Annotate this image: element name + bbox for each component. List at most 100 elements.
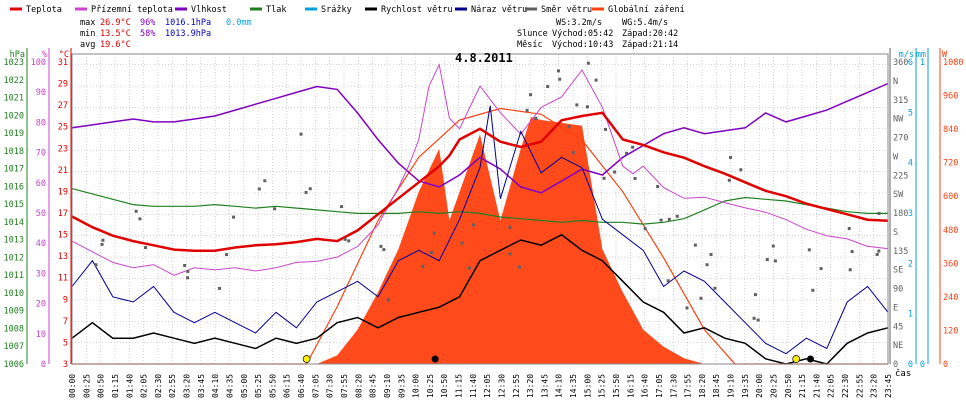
wind-direction-point xyxy=(585,105,589,109)
rain-axis-tick: 0 xyxy=(920,360,925,370)
wind-direction-point xyxy=(134,209,138,213)
x-tick-label: 12:30 xyxy=(497,374,506,398)
wind-direction-point xyxy=(382,248,386,252)
x-tick-label: 20:50 xyxy=(784,374,793,398)
temperature-axis-unit: °C xyxy=(59,50,69,60)
x-tick-label: 05:50 xyxy=(268,374,277,398)
wind-direction-point xyxy=(186,276,190,280)
x-tick-label: 01:15 xyxy=(111,374,120,398)
pressure-axis-tick: 1015 xyxy=(4,200,24,210)
direction-axis-tick: 0 xyxy=(893,360,898,370)
wind-axis-tick: 4 xyxy=(908,159,913,169)
pressure-axis-tick: 1022 xyxy=(4,76,24,86)
wind-gust-stat: WG:5.4m/s xyxy=(622,18,668,28)
pressure-axis-tick: 1007 xyxy=(4,342,24,352)
x-tick-label: 23:45 xyxy=(884,374,893,398)
wind-direction-point xyxy=(705,263,709,267)
legend-label: Srážky xyxy=(321,5,352,15)
temperature-axis-tick: 31 xyxy=(58,58,68,68)
wind-direction-point xyxy=(472,223,476,227)
wind-direction-point xyxy=(508,252,512,256)
temperature-line xyxy=(71,111,889,252)
wind-direction-point xyxy=(225,253,229,257)
x-tick-label: 11:15 xyxy=(455,374,464,398)
direction-axis-tick: 180 xyxy=(893,209,908,219)
wind-direction-point xyxy=(666,279,670,283)
wind-direction-point xyxy=(299,132,303,136)
humidity-axis-tick: 40 xyxy=(36,239,46,249)
stat-min-temp: 13.5°C xyxy=(100,29,131,39)
x-tick-label: 20:00 xyxy=(755,374,764,398)
wind-direction-point xyxy=(517,265,521,269)
x-tick-label: 02:30 xyxy=(154,374,163,398)
wind-direction-point xyxy=(729,155,733,159)
sun-label: Slunce xyxy=(517,29,548,39)
wind-direction-point xyxy=(633,176,637,180)
wind-direction-point xyxy=(771,244,775,248)
wind-direction-point xyxy=(850,250,854,254)
wind-direction-point xyxy=(257,187,261,191)
humidity-line xyxy=(71,82,889,194)
stats-block: max 26.9°C 96% 1016.1hPa 0.0mm min 13.5°… xyxy=(80,18,252,50)
moon-label: Měsíc xyxy=(517,40,543,50)
legend: Teplota Přízemní teplota Vlhkost Tlak Srážky… xyxy=(10,5,685,15)
temperature-axis-tick: 9 xyxy=(63,295,68,305)
wind-direction-point xyxy=(347,239,351,243)
x-tick-label: 11:40 xyxy=(469,374,478,398)
humidity-axis-tick: 50 xyxy=(36,209,46,219)
wind-direction-point xyxy=(613,170,617,174)
wind-axis-tick: 0 xyxy=(908,360,913,370)
wind-direction-point xyxy=(847,227,851,231)
x-tick-label: 14:10 xyxy=(555,374,564,398)
wind-axis-tick: 3 xyxy=(908,209,913,219)
radiation-axis-tick: 120 xyxy=(943,326,958,336)
x-tick-label: 12:55 xyxy=(512,374,521,398)
pressure-axis-tick: 1006 xyxy=(4,360,24,370)
legend-label: Náraz větru xyxy=(471,5,527,15)
x-tick-label: 10:00 xyxy=(412,374,421,398)
radiation-axis-tick: 0 xyxy=(943,360,948,370)
temperature-axis-tick: 29 xyxy=(58,80,68,90)
wind-direction-point xyxy=(232,215,236,219)
humidity-axis-tick: 80 xyxy=(36,118,46,128)
pressure-axis-tick: 1013 xyxy=(4,236,24,246)
wind-direction-point xyxy=(421,264,425,268)
radiation-area xyxy=(72,107,888,365)
temperature-axis-tick: 23 xyxy=(58,144,68,154)
radiation-axis-tick: 240 xyxy=(943,293,958,303)
pressure-axis-unit: hPa xyxy=(10,50,25,60)
x-tick-label: 09:35 xyxy=(397,374,406,398)
direction-axis-tick: SE xyxy=(893,266,903,276)
humidity-axis-tick: 100 xyxy=(31,58,46,68)
wind-direction-point xyxy=(144,246,148,250)
direction-axis-tick: N xyxy=(893,77,898,87)
series-lines xyxy=(71,63,889,365)
temperature-axis-tick: 11 xyxy=(58,274,68,284)
moon-set: Západ:21:14 xyxy=(622,40,678,50)
stat-avg-label: avg xyxy=(80,40,95,50)
wind-direction-point xyxy=(752,316,756,320)
x-tick-label: 15:25 xyxy=(598,374,607,398)
wind-direction-point xyxy=(546,85,550,89)
direction-axis-tick: NW xyxy=(893,115,904,125)
x-tick-label: 08:20 xyxy=(354,374,363,398)
temperature-axis-tick: 17 xyxy=(58,209,68,219)
wind-direction-point xyxy=(643,227,647,231)
moonrise-icon xyxy=(431,355,439,363)
wind-direction-point xyxy=(685,306,689,310)
temperature-axis-tick: 7 xyxy=(63,317,68,327)
wind-direction-point xyxy=(727,178,731,182)
pressure-axis-tick: 1020 xyxy=(4,111,24,121)
pressure-axis-tick: 1012 xyxy=(4,253,24,263)
temperature-axis-tick: 21 xyxy=(58,166,68,176)
wind-axis-unit: m/s xyxy=(899,50,914,60)
x-tick-label: 02:55 xyxy=(168,374,177,398)
x-tick-label: 22:55 xyxy=(855,374,864,398)
wind-direction-point xyxy=(534,116,538,120)
x-tick-label: 16:15 xyxy=(626,374,635,398)
wind-direction-point xyxy=(709,252,713,256)
radiation-axis-tick: 840 xyxy=(943,125,958,135)
wind-direction-point xyxy=(586,61,590,65)
pressure-axis-tick: 1016 xyxy=(4,182,24,192)
x-tick-label: 14:35 xyxy=(569,374,578,398)
